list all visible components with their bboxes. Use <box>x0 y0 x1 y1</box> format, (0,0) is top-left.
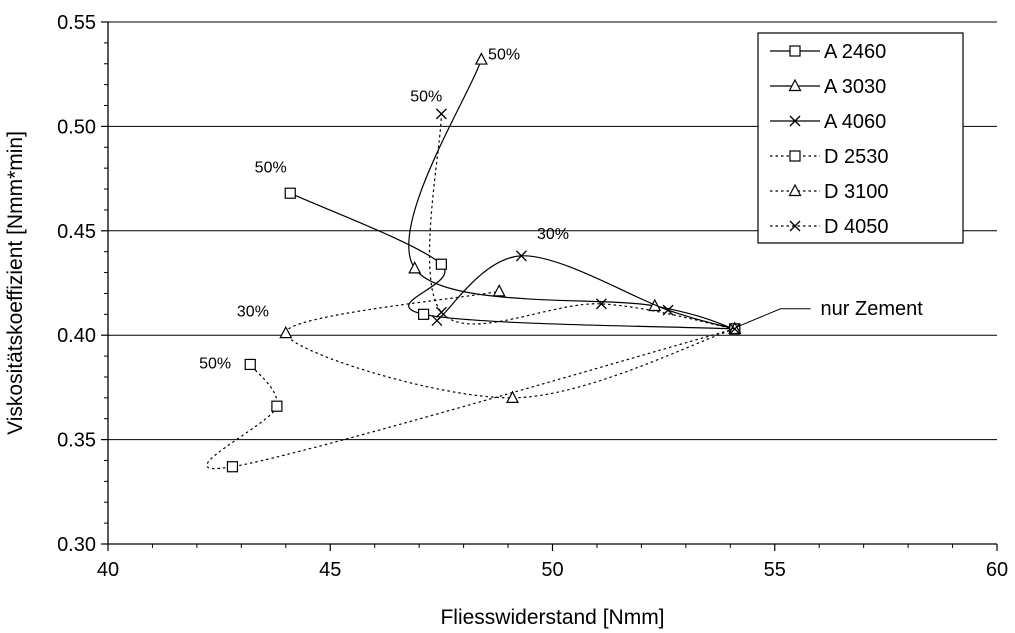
y-tick-label-0: 0.30 <box>57 534 96 556</box>
data-point-4-3 <box>492 284 506 297</box>
data-point-3-1 <box>226 461 239 473</box>
annotation-label-0: 50% <box>488 47 520 64</box>
legend-marker-5 <box>789 220 801 232</box>
series-line-1 <box>408 59 735 330</box>
data-point-5-3 <box>435 108 447 120</box>
x-tick-label-0: 40 <box>97 559 119 581</box>
annotation-label-5: 50% <box>199 356 231 373</box>
axis-ticks: 40 45 50 55 60 0.30 0.35 0.40 0.45 0.50 0.55 <box>57 12 1008 581</box>
data-point-4-2 <box>279 325 293 339</box>
annotation-label-1: 50% <box>410 88 442 105</box>
annotation-leader-line <box>736 308 811 328</box>
data-point-5-0 <box>729 323 741 335</box>
legend: A 2460 A 3030 A 4060 D 2530 D 3100 D 4050 <box>757 32 964 244</box>
annotation-label-4: 30% <box>237 303 269 320</box>
annotation-label-2: 50% <box>255 159 287 176</box>
legend-label-2: A 4060 <box>824 111 886 133</box>
legend-item-4: D 3100 <box>770 181 889 203</box>
legend-marker-2 <box>789 115 801 127</box>
legend-box <box>757 32 964 244</box>
x-tick-label-3: 55 <box>764 559 786 581</box>
data-point-1-2 <box>408 261 422 274</box>
data-point-0-2 <box>435 258 447 270</box>
series-line-2 <box>436 255 735 330</box>
series-line-0 <box>289 192 735 330</box>
y-tick-label-1: 0.35 <box>57 430 96 452</box>
x-tick-label-1: 45 <box>319 559 341 581</box>
legend-marker-3 <box>789 150 801 162</box>
legend-marker-0 <box>789 45 801 57</box>
y-tick-label-5: 0.55 <box>57 12 96 34</box>
y-tick-label-4: 0.50 <box>57 116 96 138</box>
series-line-5 <box>428 113 735 330</box>
data-point-2-3 <box>431 315 443 327</box>
legend-item-5: D 4050 <box>770 216 889 238</box>
data-point-3-2 <box>271 400 283 412</box>
legend-label-5: D 4050 <box>824 216 889 238</box>
legend-item-3: D 2530 <box>770 146 889 168</box>
annotation-label-6: nur Zement <box>821 298 924 320</box>
y-axis-title: Viskositätskoeffizient [Nmm*min] <box>4 131 27 435</box>
y-tick-label-2: 0.40 <box>57 325 96 347</box>
data-point-3-3 <box>244 358 256 371</box>
x-tick-label-4: 60 <box>986 559 1008 581</box>
legend-item-1: A 3030 <box>770 76 886 98</box>
legend-label-0: A 2460 <box>824 41 886 63</box>
data-point-0-3 <box>284 187 296 199</box>
legend-marker-1 <box>788 78 802 92</box>
legend-label-1: A 3030 <box>824 76 886 98</box>
series-d-4050 <box>428 108 741 335</box>
series-line-3 <box>206 328 735 470</box>
legend-item-2: A 4060 <box>770 111 886 133</box>
data-point-5-1 <box>595 298 607 310</box>
data-point-5-2 <box>435 306 447 318</box>
series-group <box>206 52 742 473</box>
x-tick-label-2: 50 <box>541 559 563 581</box>
data-point-0-1 <box>417 308 430 320</box>
annotation-label-3: 30% <box>537 226 569 243</box>
x-axis-title: Fliesswiderstand [Nmm] <box>440 606 664 629</box>
legend-label-4: D 3100 <box>824 181 889 203</box>
legend-marker-4 <box>788 183 802 197</box>
data-point-2-2 <box>515 250 527 262</box>
y-tick-label-3: 0.45 <box>57 221 96 243</box>
annotations: 50% 50% 50% 30% 30% 50% nur Zement <box>199 47 923 373</box>
legend-item-0: A 2460 <box>770 41 886 63</box>
legend-label-3: D 2530 <box>824 146 889 168</box>
data-point-4-1 <box>506 390 519 403</box>
data-point-1-3 <box>474 52 488 65</box>
